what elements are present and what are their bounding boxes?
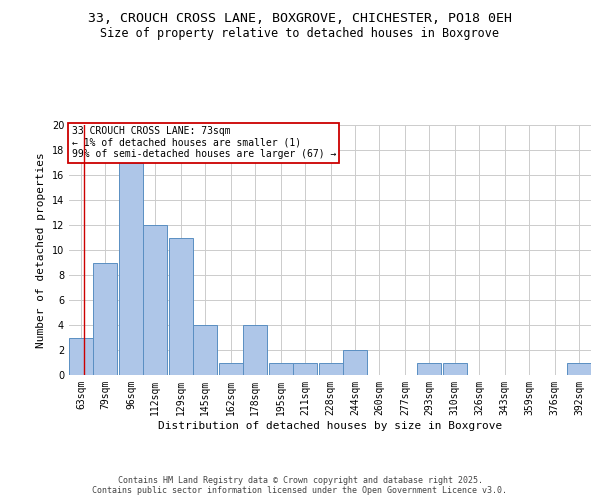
Bar: [119, 162, 143, 375]
X-axis label: Distribution of detached houses by size in Boxgrove: Distribution of detached houses by size …: [158, 420, 502, 430]
Bar: [269, 362, 293, 375]
Bar: [343, 350, 367, 375]
Text: Contains HM Land Registry data © Crown copyright and database right 2025.
Contai: Contains HM Land Registry data © Crown c…: [92, 476, 508, 495]
Y-axis label: Number of detached properties: Number of detached properties: [36, 152, 46, 348]
Bar: [143, 225, 167, 375]
Text: Size of property relative to detached houses in Boxgrove: Size of property relative to detached ho…: [101, 28, 499, 40]
Bar: [443, 362, 467, 375]
Text: 33 CROUCH CROSS LANE: 73sqm
← 1% of detached houses are smaller (1)
99% of semi-: 33 CROUCH CROSS LANE: 73sqm ← 1% of deta…: [71, 126, 336, 160]
Bar: [193, 325, 217, 375]
Bar: [319, 362, 343, 375]
Text: 33, CROUCH CROSS LANE, BOXGROVE, CHICHESTER, PO18 0EH: 33, CROUCH CROSS LANE, BOXGROVE, CHICHES…: [88, 12, 512, 26]
Bar: [417, 362, 441, 375]
Bar: [69, 338, 93, 375]
Bar: [293, 362, 317, 375]
Bar: [169, 238, 193, 375]
Bar: [243, 325, 267, 375]
Bar: [567, 362, 591, 375]
Bar: [219, 362, 243, 375]
Bar: [93, 262, 118, 375]
